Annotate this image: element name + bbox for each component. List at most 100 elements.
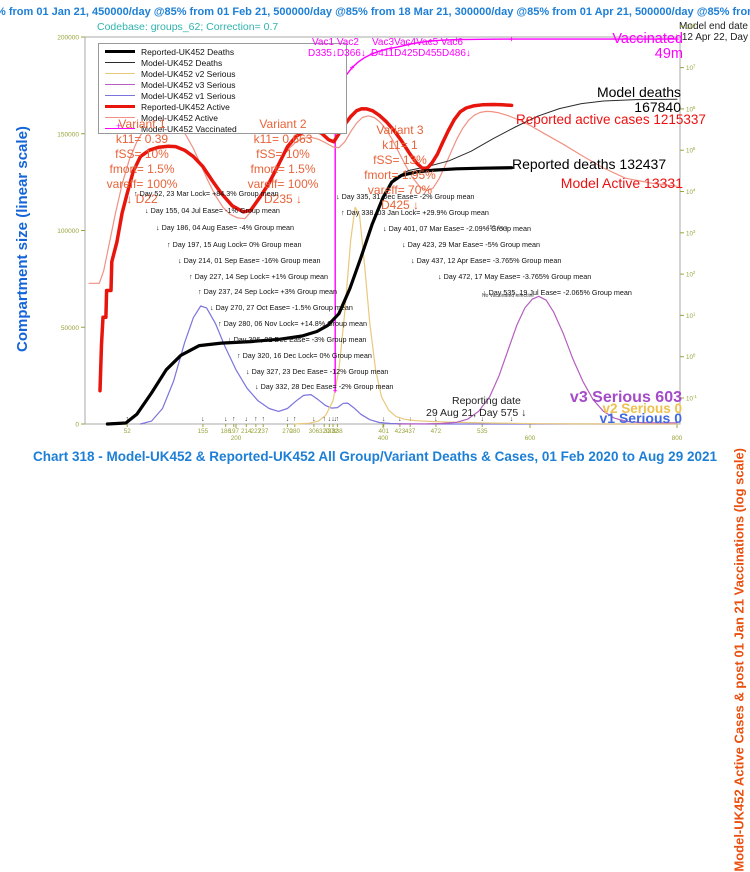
day-event-annotation: ↓ Day 214, 01 Sep Ease= -16% Group mean — [178, 256, 321, 265]
v2-serious-label: v2 Serious 0 — [602, 401, 682, 416]
legend-line — [105, 84, 135, 85]
reported-deaths-label: Reported deaths 132437 — [512, 156, 667, 172]
day-event-annotation: ↓ Day 472, 17 May Ease= -3.765% Group me… — [438, 272, 592, 281]
axis-event-arrow: ↓ — [510, 416, 514, 423]
variant-parameter-line: vareff= 70% — [367, 183, 433, 197]
x-axis-event-label: 237 — [258, 428, 269, 435]
x-axis-event-label: 401 — [378, 428, 389, 435]
x-axis-major-label: 200 — [231, 435, 242, 442]
day-event-annotation: ↓ Day 186, 04 Aug Ease= -4% Group mean — [156, 223, 295, 232]
legend-item: + Model-UK452 Vaccinated — [105, 121, 346, 134]
variant-parameter-line: k11= 1 — [382, 138, 418, 152]
x-axis-event-label: 332 — [328, 428, 339, 435]
series-model-uk452-v3-serious — [397, 295, 678, 425]
vac-labels-row1b: Vac3Vac4Vac5 Vac6 — [372, 37, 463, 48]
x-axis-major-label: 600 — [525, 435, 536, 442]
reporting-date-value: 29 Aug 21, Day 575 ↓ — [426, 407, 527, 419]
day-event-annotation: ↓ Day 332, 28 Dec Ease= -2% Group mean — [255, 382, 394, 391]
axis-event-arrow: ↓ — [333, 416, 337, 423]
page-title: Chart 318 - Model-UK452 & Reported-UK452… — [33, 449, 717, 464]
axis-event-arrow: ↓ — [224, 416, 228, 423]
variant-parameter-line: Variant 1 — [118, 117, 166, 131]
codebase-note: Codebase: groups_62; Correction= 0.7 — [97, 21, 279, 33]
legend-item: Model-UK452 Deaths — [105, 57, 346, 68]
axis-event-arrow: ↓ — [382, 416, 386, 423]
axis-event-arrow: ↑ — [261, 416, 265, 423]
variant-parameter-line: D235 ↓ — [263, 192, 303, 206]
day-event-annotation: ↓ Day 327, 23 Dec Ease= -12% Group mean — [246, 367, 389, 376]
x-axis-event-label: 280 — [290, 428, 301, 435]
right-axis-title: Model-UK452 Active Cases & post 01 Jan 2… — [732, 448, 747, 872]
legend: Reported-UK452 Deaths Model-UK452 Deaths M… — [98, 43, 347, 134]
axis-event-arrow: ↓ — [398, 416, 402, 423]
day-event-annotation: ↓ Day 437, 12 Apr Ease= -3.765% Group me… — [411, 256, 562, 265]
legend-line — [105, 105, 135, 108]
legend-label: Reported-UK452 Deaths — [141, 46, 235, 57]
x-axis-event-label: 327 — [324, 428, 335, 435]
right-axis-tick-label: 102 — [686, 270, 696, 279]
legend-label: Reported-UK452 Active — [141, 101, 230, 112]
day-event-annotation: ↑ Day 320, 16 Dec Lock= 0% Group mean — [237, 351, 372, 360]
vaccination-schedule-header: % from 01 Jan 21, 450000/day @85% from 0… — [0, 6, 750, 18]
day-event-annotation: ↓ Day 335, 31 Dec Ease= -2% Group mean — [336, 192, 475, 201]
right-axis-tick-label: 100 — [686, 353, 696, 362]
right-axis-tick-label: 105 — [686, 146, 696, 155]
day-event-annotation: ↑ Day 227, 14 Sep Lock= +1% Group mean — [189, 272, 329, 281]
reporting-date-label: Reporting date — [452, 395, 521, 407]
variant-parameter-line: ↓ D22 — [126, 192, 158, 206]
legend-line — [105, 73, 135, 74]
x-axis-event-label: 227 — [251, 428, 262, 435]
reported-active-cases-label: Reported active cases 1215337 — [516, 112, 706, 127]
axis-event-arrow: ↑ — [293, 416, 297, 423]
x-axis-event-label: 423 — [395, 428, 406, 435]
legend-line — [105, 95, 135, 96]
x-axis-major-label: 400 — [378, 435, 389, 442]
tiny-note: 150 days — [487, 225, 508, 231]
tiny-note: No Vaccinated infective — [482, 293, 534, 299]
x-axis-event-label: 338 — [332, 428, 343, 435]
axis-event-arrow: ↑ — [322, 416, 326, 423]
right-axis-tick-label: 106 — [686, 105, 696, 114]
day-event-annotation: ↑ Day 280, 06 Nov Lock= +14.8% Group mea… — [218, 319, 368, 328]
x-axis-event-label: 186 — [220, 428, 231, 435]
variant-parameter-line: vareff= 100% — [247, 177, 319, 191]
legend-item: Model-UK452 v2 Serious — [105, 68, 346, 79]
legend-item: Model-UK452 v1 Serious — [105, 90, 346, 101]
axis-event-arrow: ↑ — [125, 416, 129, 423]
variant-parameter-line: fSS= 13% — [373, 153, 427, 167]
axis-event-arrow: ↓ — [312, 416, 316, 423]
legend-line — [105, 50, 135, 53]
legend-item: Reported-UK452 Active — [105, 101, 346, 112]
right-axis-tick-label: 103 — [686, 229, 696, 238]
right-axis-tick-label: 107 — [686, 64, 696, 73]
day-event-annotation: ↑ Day 338, 03 Jan Lock= +29.9% Group mea… — [341, 208, 489, 217]
axis-event-arrow: ↓ — [245, 416, 249, 423]
model-end-date-label: Model end date — [679, 21, 748, 32]
model-deaths-label: Model deaths — [596, 84, 681, 100]
left-axis-tick-label: 150000 — [57, 131, 79, 138]
vac-labels-row2b: D411D425D455D486↓ — [371, 48, 471, 59]
series-model-uk452-v1-serious — [139, 305, 678, 425]
x-axis-event-label: 155 — [198, 428, 209, 435]
axis-event-arrow: ↓ — [331, 416, 335, 423]
variant-parameter-line: fSS= 10% — [256, 147, 310, 161]
day-event-annotation: ↓ Day 401, 07 Mar Ease= -2.09% Group mea… — [383, 224, 532, 233]
model-end-date: Model end date ↓ 12 Apr 22, Day — [674, 21, 748, 43]
legend-swatch — [105, 95, 135, 96]
variant3-annotation: Variant 3 k11= 1 fSS= 13% fmort= 1.95% varef… — [345, 123, 455, 213]
day-event-annotation: ↑ Day 52, 23 Mar Lock= +84.3% Group mean — [134, 189, 279, 198]
x-axis-event-label: 214 — [241, 428, 252, 435]
v3-serious-label: v3 Serious 603 — [569, 389, 682, 406]
x-axis-event-label: 535 — [477, 428, 488, 435]
legend-line — [105, 62, 135, 63]
variant-parameter-line: fmort= 1.5% — [109, 162, 175, 176]
day-event-annotation: ↑ Day 197, 15 Aug Lock= 0% Group mean — [167, 240, 302, 249]
variant-parameter-line: Variant 3 — [376, 123, 424, 137]
variant-parameter-line: D425 ↓ — [380, 198, 420, 212]
legend-label: Model-UK452 v1 Serious — [141, 90, 236, 101]
vaccinated-value: 49m — [654, 46, 683, 62]
axis-event-arrow: ↑ — [254, 416, 258, 423]
x-axis-event-label: 197 — [229, 428, 240, 435]
legend-label: Model-UK452 v3 Serious — [141, 79, 236, 90]
legend-swatch — [105, 117, 135, 118]
